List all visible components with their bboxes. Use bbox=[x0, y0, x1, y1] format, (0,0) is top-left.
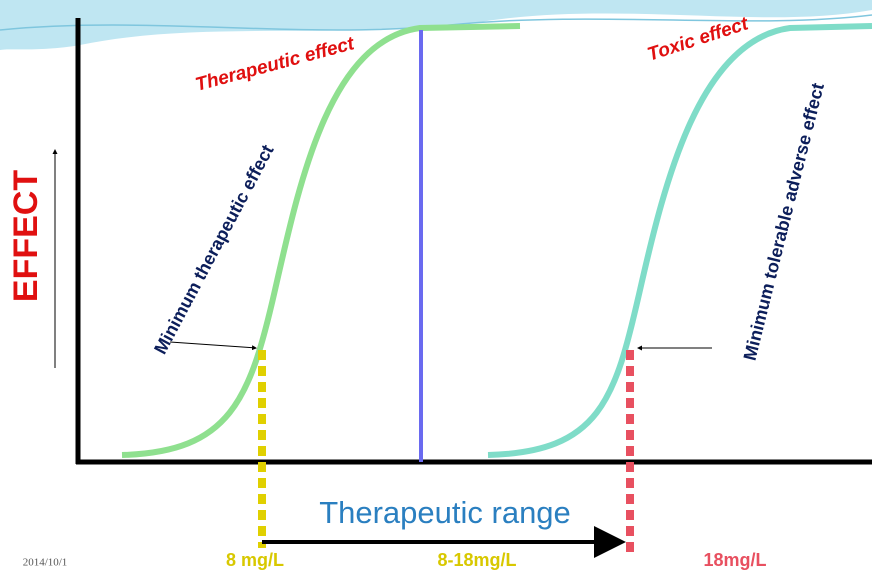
date: 2014/10/1 bbox=[23, 557, 68, 569]
therapeutic-curve bbox=[122, 26, 520, 455]
minimum-therapeutic: Minimum therapeutic effect bbox=[150, 141, 278, 357]
therapeutic-range: Therapeutic range bbox=[319, 495, 571, 530]
high-concentration: 18mg/L bbox=[703, 550, 766, 570]
pointer-arrow bbox=[170, 342, 256, 348]
low-concentration: 8 mg/L bbox=[226, 550, 284, 570]
slide: EFFECT Therapeutic effect Toxic effect M… bbox=[0, 0, 872, 573]
minimum-tolerable: Minimum tolerable adverse effect bbox=[740, 81, 828, 362]
y-axis-label: EFFECT bbox=[7, 170, 45, 302]
range-concentration: 8-18mg/L bbox=[437, 550, 516, 570]
therapeutic-effect: Therapeutic effect bbox=[193, 33, 357, 96]
